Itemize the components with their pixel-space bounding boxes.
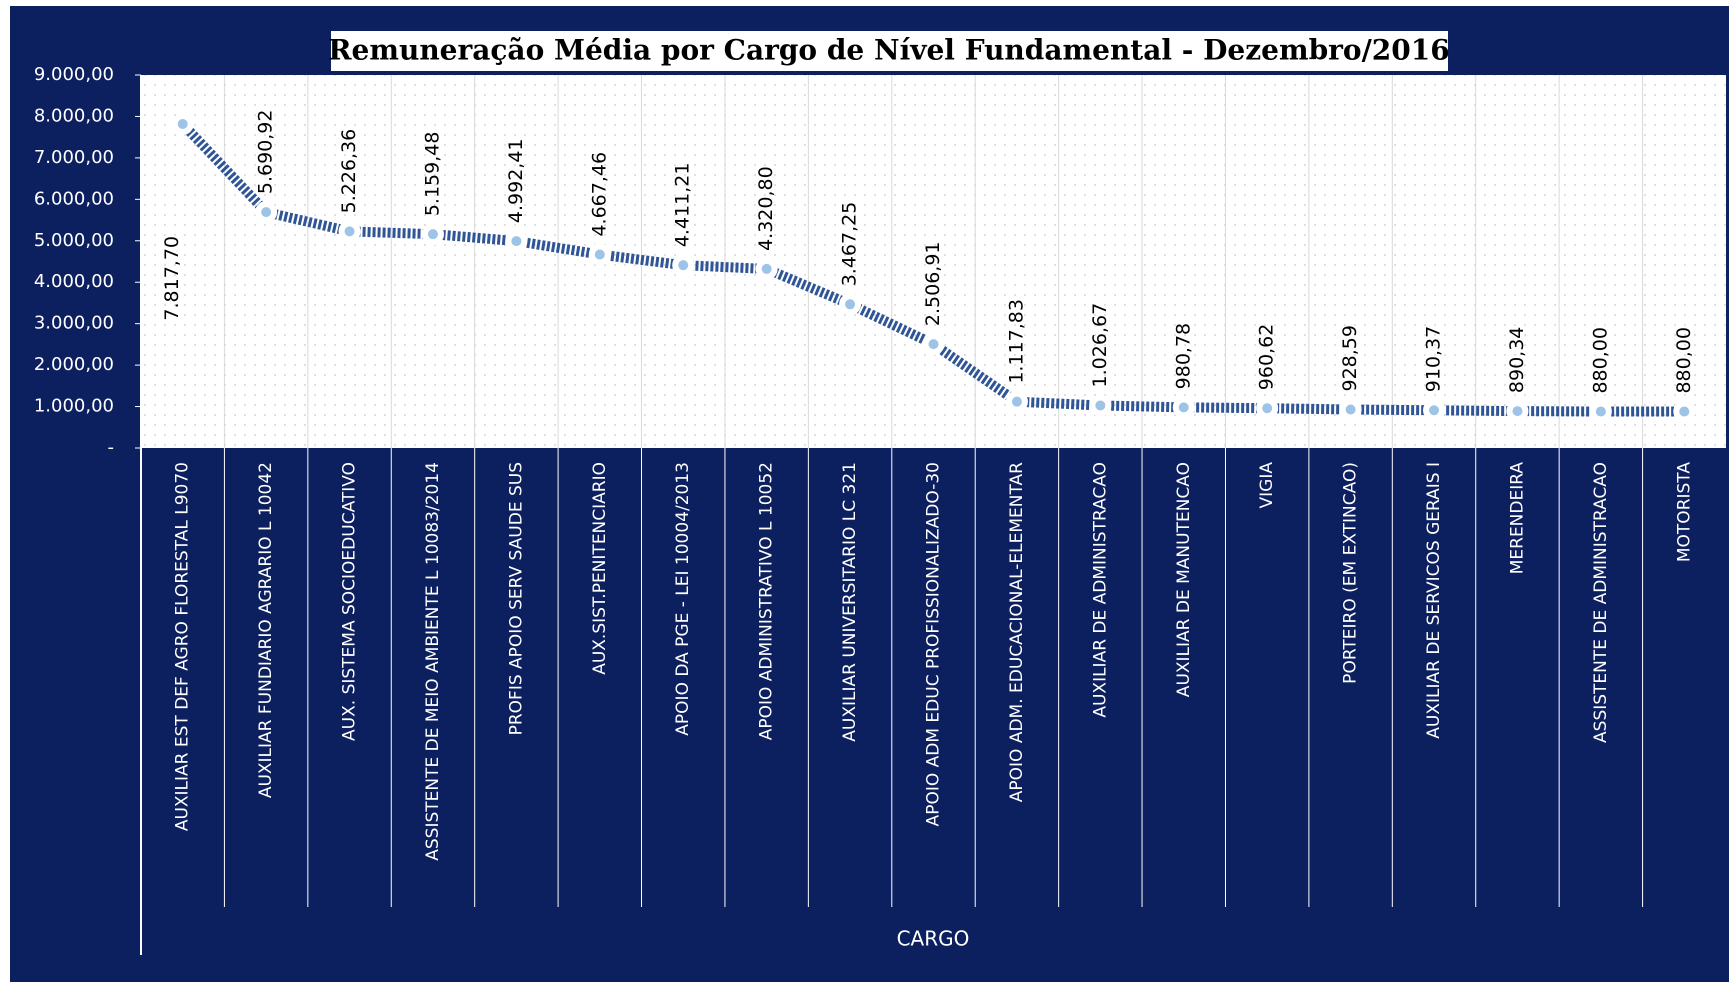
y-tick-label: 8.000,00 (34, 105, 114, 126)
marker (1589, 400, 1612, 423)
y-tick-label: 2.000,00 (34, 354, 114, 375)
x-tick-label: VIGIA (1257, 462, 1277, 509)
marker (839, 293, 862, 316)
x-tick-label: PROFIS APOIO SERV SAUDE SUS (506, 462, 526, 735)
marker (1339, 398, 1362, 421)
marker (922, 333, 945, 356)
data-label: 1.026,67 (1089, 303, 1111, 388)
x-tick-label: AUXILIAR DE SERVICOS GERAIS I (1424, 462, 1444, 739)
data-label: 3.467,25 (839, 202, 861, 287)
data-label: 7.817,70 (161, 236, 183, 321)
data-label: 880,00 (1589, 327, 1611, 393)
y-tick-label: 9.000,00 (34, 64, 114, 85)
y-tick-label: 6.000,00 (34, 188, 114, 209)
x-tick-label: AUXILIAR UNIVERSITARIO LC 321 (840, 462, 860, 742)
y-tick-label: 7.000,00 (34, 147, 114, 168)
marker (1089, 394, 1112, 417)
x-tick-label: MOTORISTA (1674, 462, 1694, 562)
marker (1256, 397, 1279, 420)
y-tick-label: 4.000,00 (34, 271, 114, 292)
data-label: 4.992,41 (505, 138, 527, 223)
marker (755, 257, 778, 280)
x-tick-label: PORTEIRO (EM EXTINCAO) (1341, 462, 1361, 684)
marker (1005, 390, 1028, 413)
x-tick-label: AUXILIAR DE MANUTENCAO (1174, 462, 1194, 697)
data-label: 4.411,21 (672, 163, 694, 248)
x-tick-label: AUXILIAR DE ADMINISTRACAO (1090, 462, 1110, 718)
data-label: 928,59 (1339, 325, 1361, 391)
x-tick-label: ASSISTENTE DE MEIO AMBIENTE L 10083/2014 (423, 462, 443, 861)
marker (505, 230, 528, 253)
data-label: 960,62 (1256, 324, 1278, 390)
marker (255, 201, 278, 224)
data-label: 980,78 (1172, 323, 1194, 389)
plot-area (141, 75, 1726, 448)
chart-title: Remuneração Média por Cargo de Nível Fun… (328, 34, 1450, 67)
marker (1673, 400, 1696, 423)
marker (1172, 396, 1195, 419)
data-label: 910,37 (1423, 326, 1445, 392)
data-label: 4.667,46 (588, 152, 610, 237)
y-tick-label: 1.000,00 (34, 396, 114, 417)
y-tick-label: 3.000,00 (34, 313, 114, 334)
data-label: 5.159,48 (421, 132, 443, 217)
title-box (331, 31, 1448, 71)
marker (1423, 399, 1446, 422)
data-label: 890,34 (1506, 327, 1528, 393)
marker (338, 220, 361, 243)
x-axis-label: CARGO (897, 927, 970, 951)
marker (588, 243, 611, 266)
marker (672, 254, 695, 277)
x-tick-label: AUX. SISTEMA SOCIOEDUCATIVO (340, 462, 360, 741)
x-tick-label: AUXILIAR EST DEF AGRO FLORESTAL L9070 (173, 462, 193, 831)
x-tick-label: ASSISTENTE DE ADMINISTRACAO (1591, 462, 1611, 743)
x-tick-label: APOIO DA PGE - LEI 10004/2013 (673, 462, 693, 736)
data-label: 5.226,36 (338, 129, 360, 214)
marker (1506, 400, 1529, 423)
marker (171, 112, 194, 135)
y-tick-label: - (108, 437, 115, 458)
x-tick-label: APOIO ADM. EDUCACIONAL-ELEMENTAR (1007, 462, 1027, 802)
data-label: 2.506,91 (922, 241, 944, 326)
x-tick-label: APOIO ADMINISTRATIVO L 10052 (757, 462, 777, 740)
marker (421, 223, 444, 246)
x-tick-label: APOIO ADM EDUC PROFISSIONALIZADO-30 (924, 462, 944, 826)
x-tick-label: AUXILIAR FUNDIARIO AGRARIO L 10042 (256, 462, 276, 798)
data-label: 4.320,80 (755, 166, 777, 251)
y-tick-label: 5.000,00 (34, 230, 114, 251)
x-tick-label: MERENDEIRA (1507, 462, 1527, 575)
x-tick-label: AUX.SIST.PENITENCIARIO (590, 462, 610, 675)
data-label: 1.117,83 (1005, 299, 1027, 384)
data-label: 880,00 (1673, 327, 1695, 393)
data-label: 5.690,92 (255, 110, 277, 195)
